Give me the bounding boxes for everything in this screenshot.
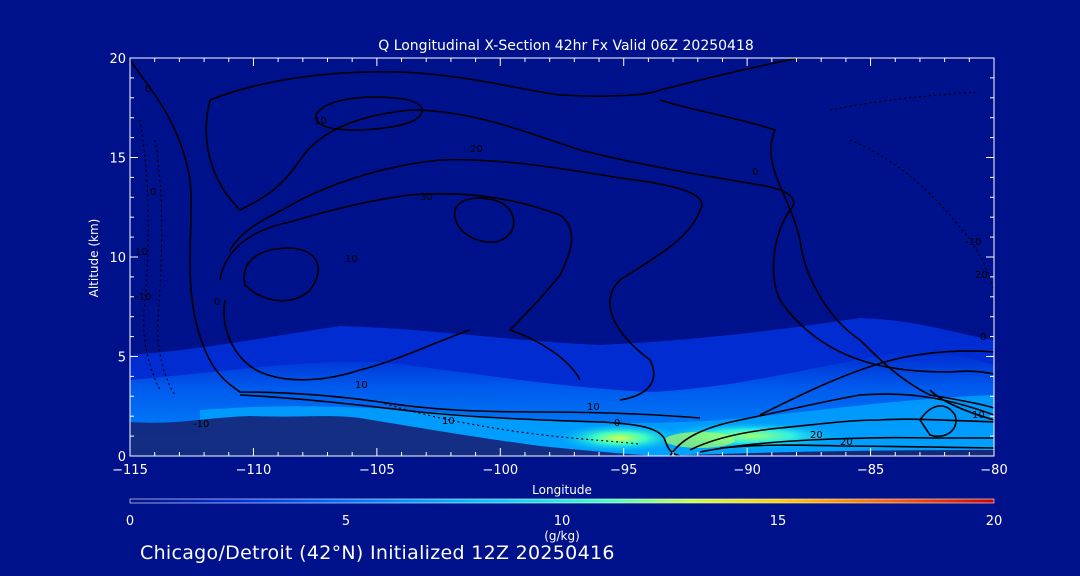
x-tick-label: −105 (359, 463, 395, 478)
contour-label: 20 (975, 270, 988, 281)
caption: Chicago/Detroit (42°N) Initialized 12Z 2… (140, 542, 615, 564)
terrain-east (660, 450, 994, 456)
contour-label: 10 (355, 380, 368, 391)
colorbar-tick-label: 5 (342, 514, 350, 529)
contour-near-surface-west (239, 394, 681, 456)
contour-east-outer (659, 99, 994, 409)
dotted-contour-east-2 (849, 139, 994, 291)
dotted-contour-east (829, 91, 981, 111)
contour-20-ring (219, 192, 581, 381)
contour-label: 10 (345, 254, 358, 265)
colorbar-tick-label: 15 (770, 514, 787, 529)
contour-label: 0 (614, 418, 620, 429)
contour-label: 0 (150, 187, 156, 198)
x-tick-label: −115 (112, 463, 148, 478)
x-tick-label: −95 (610, 463, 637, 478)
colorbar-tick-label: 0 (126, 514, 134, 529)
x-tick-label: −80 (980, 463, 1007, 478)
contour-label: 20 (470, 144, 483, 155)
contour-plume-inner (229, 158, 703, 401)
x-tick-label: −90 (733, 463, 760, 478)
x-axis-label: Longitude (532, 483, 592, 497)
contour-label: 0 (980, 332, 986, 343)
moisture-maximum-east-core (665, 432, 735, 448)
chart-title: Q Longitudinal X-Section 42hr Fx Valid 0… (378, 38, 754, 54)
colorbar-label: (g/kg) (544, 529, 580, 543)
colorbar-tick-label: 20 (986, 514, 1003, 529)
contour-label: 20 (810, 430, 823, 441)
y-tick-label: 15 (109, 152, 126, 167)
contour-upper-small (314, 96, 423, 131)
y-tick-label: 20 (109, 52, 126, 67)
contour-outer (130, 59, 701, 419)
contour-label: 10 (972, 410, 985, 421)
contour-east-bump (919, 405, 957, 437)
x-tick-label: −110 (236, 463, 272, 478)
contour-label: 0 (145, 84, 151, 95)
contours (130, 58, 994, 456)
dotted-contour-west (139, 119, 161, 391)
contour-near-surface-east-4 (719, 444, 994, 449)
x-tick-label: −100 (482, 463, 518, 478)
colorbar (129, 498, 995, 504)
contour-label-group: 0 0 10 10 20 30 10 0 0 -10 20 20 10 0 10… (135, 84, 988, 448)
contour-inner-loop (223, 299, 471, 381)
dotted-contour-west-2 (154, 139, 176, 396)
dotted-contours (139, 91, 994, 445)
contour-east-loop (759, 350, 994, 416)
contour-east-high (929, 389, 994, 421)
contour-label: 10 (314, 116, 327, 127)
contour-upper-arch (209, 58, 801, 101)
x-tick-label: −85 (857, 463, 884, 478)
y-tick-label: 10 (109, 251, 126, 266)
contour-plume (239, 109, 994, 375)
y-tick-label: 5 (118, 351, 126, 366)
contour-label: 0 (752, 167, 758, 178)
contour-label: 30 (420, 192, 433, 203)
contour-label: 10 (135, 247, 148, 258)
y-axis: 0 5 10 15 20 (109, 52, 994, 465)
contour-near-surface-east (669, 393, 994, 456)
contour-30-east (454, 197, 515, 243)
y-tick-label: 0 (118, 450, 126, 465)
terrain (130, 416, 660, 456)
contour-upper-arch-2 (205, 99, 241, 211)
contour-label: 0 (214, 297, 220, 308)
contour-label: 10 (442, 416, 455, 427)
contour-label: -10 (193, 419, 209, 430)
y-axis-label: Altitude (km) (87, 219, 101, 298)
colorbar-ticks: 0 5 10 15 20 (126, 514, 1002, 529)
contour-label: -10 (965, 237, 981, 248)
contour-label: -10 (135, 292, 151, 303)
dotted-contour-low (379, 401, 641, 445)
colorbar-tick-label: 10 (554, 514, 571, 529)
contour-label: 20 (840, 437, 853, 448)
contour-label: 10 (587, 402, 600, 413)
moisture-maximum-west (558, 424, 682, 452)
contour-near-surface-east-3 (699, 436, 994, 453)
contour-near-surface-east-2 (689, 418, 994, 451)
plot-area: 0 0 10 10 20 30 10 0 0 -10 20 20 10 0 10… (130, 58, 994, 456)
x-axis: −115 −110 −105 −100 −95 −90 −85 −80 (112, 58, 1008, 478)
contour-30-west (243, 247, 319, 302)
